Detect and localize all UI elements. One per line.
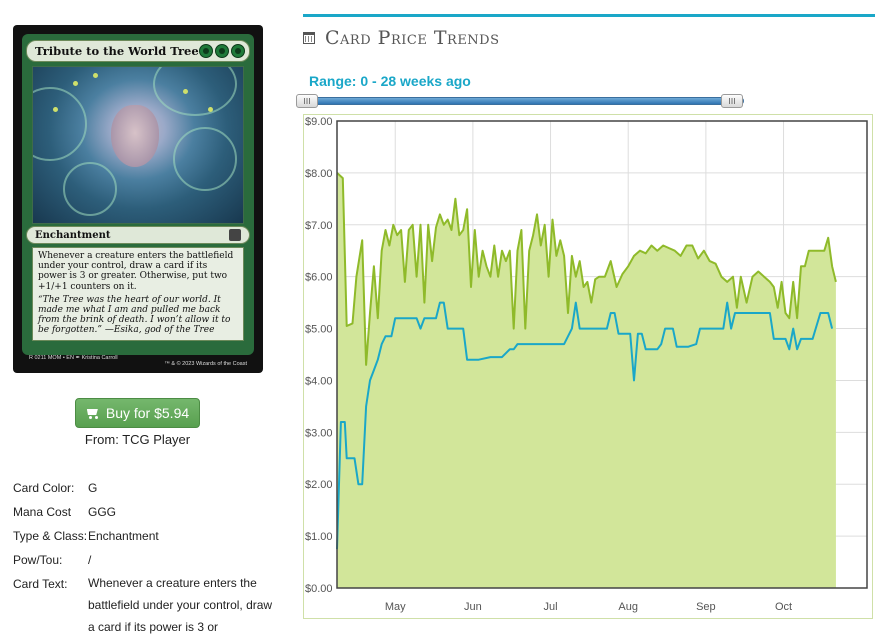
card-title: Tribute to the World Tree [35,44,199,58]
detail-key: Mana Cost [13,505,72,519]
detail-row: Mana Cost GGG [13,500,273,524]
detail-row: Card Text: Whenever a creature enters the… [13,572,273,638]
card-image: Tribute to the World Tree Enchantment Wh [13,25,263,373]
x-tick-label: Aug [618,601,638,613]
card-frame: Tribute to the World Tree Enchantment Wh [22,34,254,355]
price-source: From: TCG Player [84,432,191,447]
section-title: Card Price Trends [325,27,500,49]
section-heading: Card Price Trends [303,27,500,49]
y-tick-label: $3.00 [305,427,333,439]
y-tick-label: $5.00 [305,324,333,336]
series-1-line [336,172,837,366]
detail-value: / [88,553,92,567]
plot-border [336,120,868,589]
card-title-bar: Tribute to the World Tree [26,40,250,62]
series-2-line [336,301,834,550]
card-artwork [32,66,244,224]
detail-value: G [88,481,98,495]
detail-row: Pow/Tou: / [13,548,273,572]
detail-key: Card Color: [13,481,75,495]
green-mana-icon [230,44,245,58]
shopping-cart-icon [86,407,100,419]
card-footer-left: R 0211 MOM • EN ✒ Kristina Carroll [29,355,118,361]
card-flavor-text: “The Tree was the heart of our world. It… [38,294,231,336]
green-mana-icon [214,44,229,58]
x-tick-label: Jun [464,601,482,613]
card-type-line: Enchantment [35,229,111,241]
detail-key: Type & Class: [13,529,88,543]
calendar-icon [303,32,315,44]
detail-value: Whenever a creature enters the battlefie… [88,576,273,634]
card-rules-text: Whenever a creature enters the battlefie… [38,251,234,292]
x-tick-label: Oct [775,601,792,613]
slider-track[interactable] [298,97,744,105]
range-label: Range: 0 - 28 weeks ago [309,73,471,89]
y-tick-label: $8.00 [305,168,333,180]
chart-frame [303,114,873,619]
x-tick-label: May [385,601,406,613]
card-text-box: Whenever a creature enters the battlefie… [32,247,244,341]
detail-value: GGG [88,505,117,519]
x-tick-label: Jul [544,601,558,613]
set-symbol-icon [229,229,241,241]
detail-key: Card Text: [13,577,68,591]
y-tick-label: $1.00 [305,531,333,543]
price-trend-chart: $0.00 $1.00 $2.00 $3.00 $4.00 $5.00 $6.00 $7.00… [305,116,868,613]
detail-row: Type & Class: Enchantment [13,524,273,548]
detail-row: Card Color: G [13,476,273,500]
y-tick-label: $7.00 [305,220,333,232]
mana-symbols [198,44,245,58]
detail-key: Pow/Tou: [13,553,63,567]
detail-value: Enchantment [88,529,159,543]
card-footer-right: ™ & © 2023 Wizards of the Coast [164,361,247,367]
buy-button-label: Buy for $5.94 [105,405,190,421]
y-tick-label: $9.00 [305,116,333,128]
green-mana-icon [198,44,213,58]
section-divider [303,14,875,17]
x-tick-label: Sep [696,601,716,613]
slider-min-handle[interactable] [296,94,318,108]
y-tick-label: $0.00 [305,583,333,595]
y-tick-label: $4.00 [305,375,333,387]
card-footer: R 0211 MOM • EN ✒ Kristina Carroll ™ & ©… [29,355,247,369]
card-type-bar: Enchantment [26,226,250,244]
series-1-area [337,172,836,588]
buy-button[interactable]: Buy for $5.94 [75,398,200,428]
y-tick-label: $6.00 [305,272,333,284]
slider-max-handle[interactable] [721,94,743,108]
card-details: Card Color: G Mana Cost GGG Type & Class: Enc… [13,476,273,638]
y-tick-label: $2.00 [305,479,333,491]
range-slider[interactable] [296,94,744,108]
